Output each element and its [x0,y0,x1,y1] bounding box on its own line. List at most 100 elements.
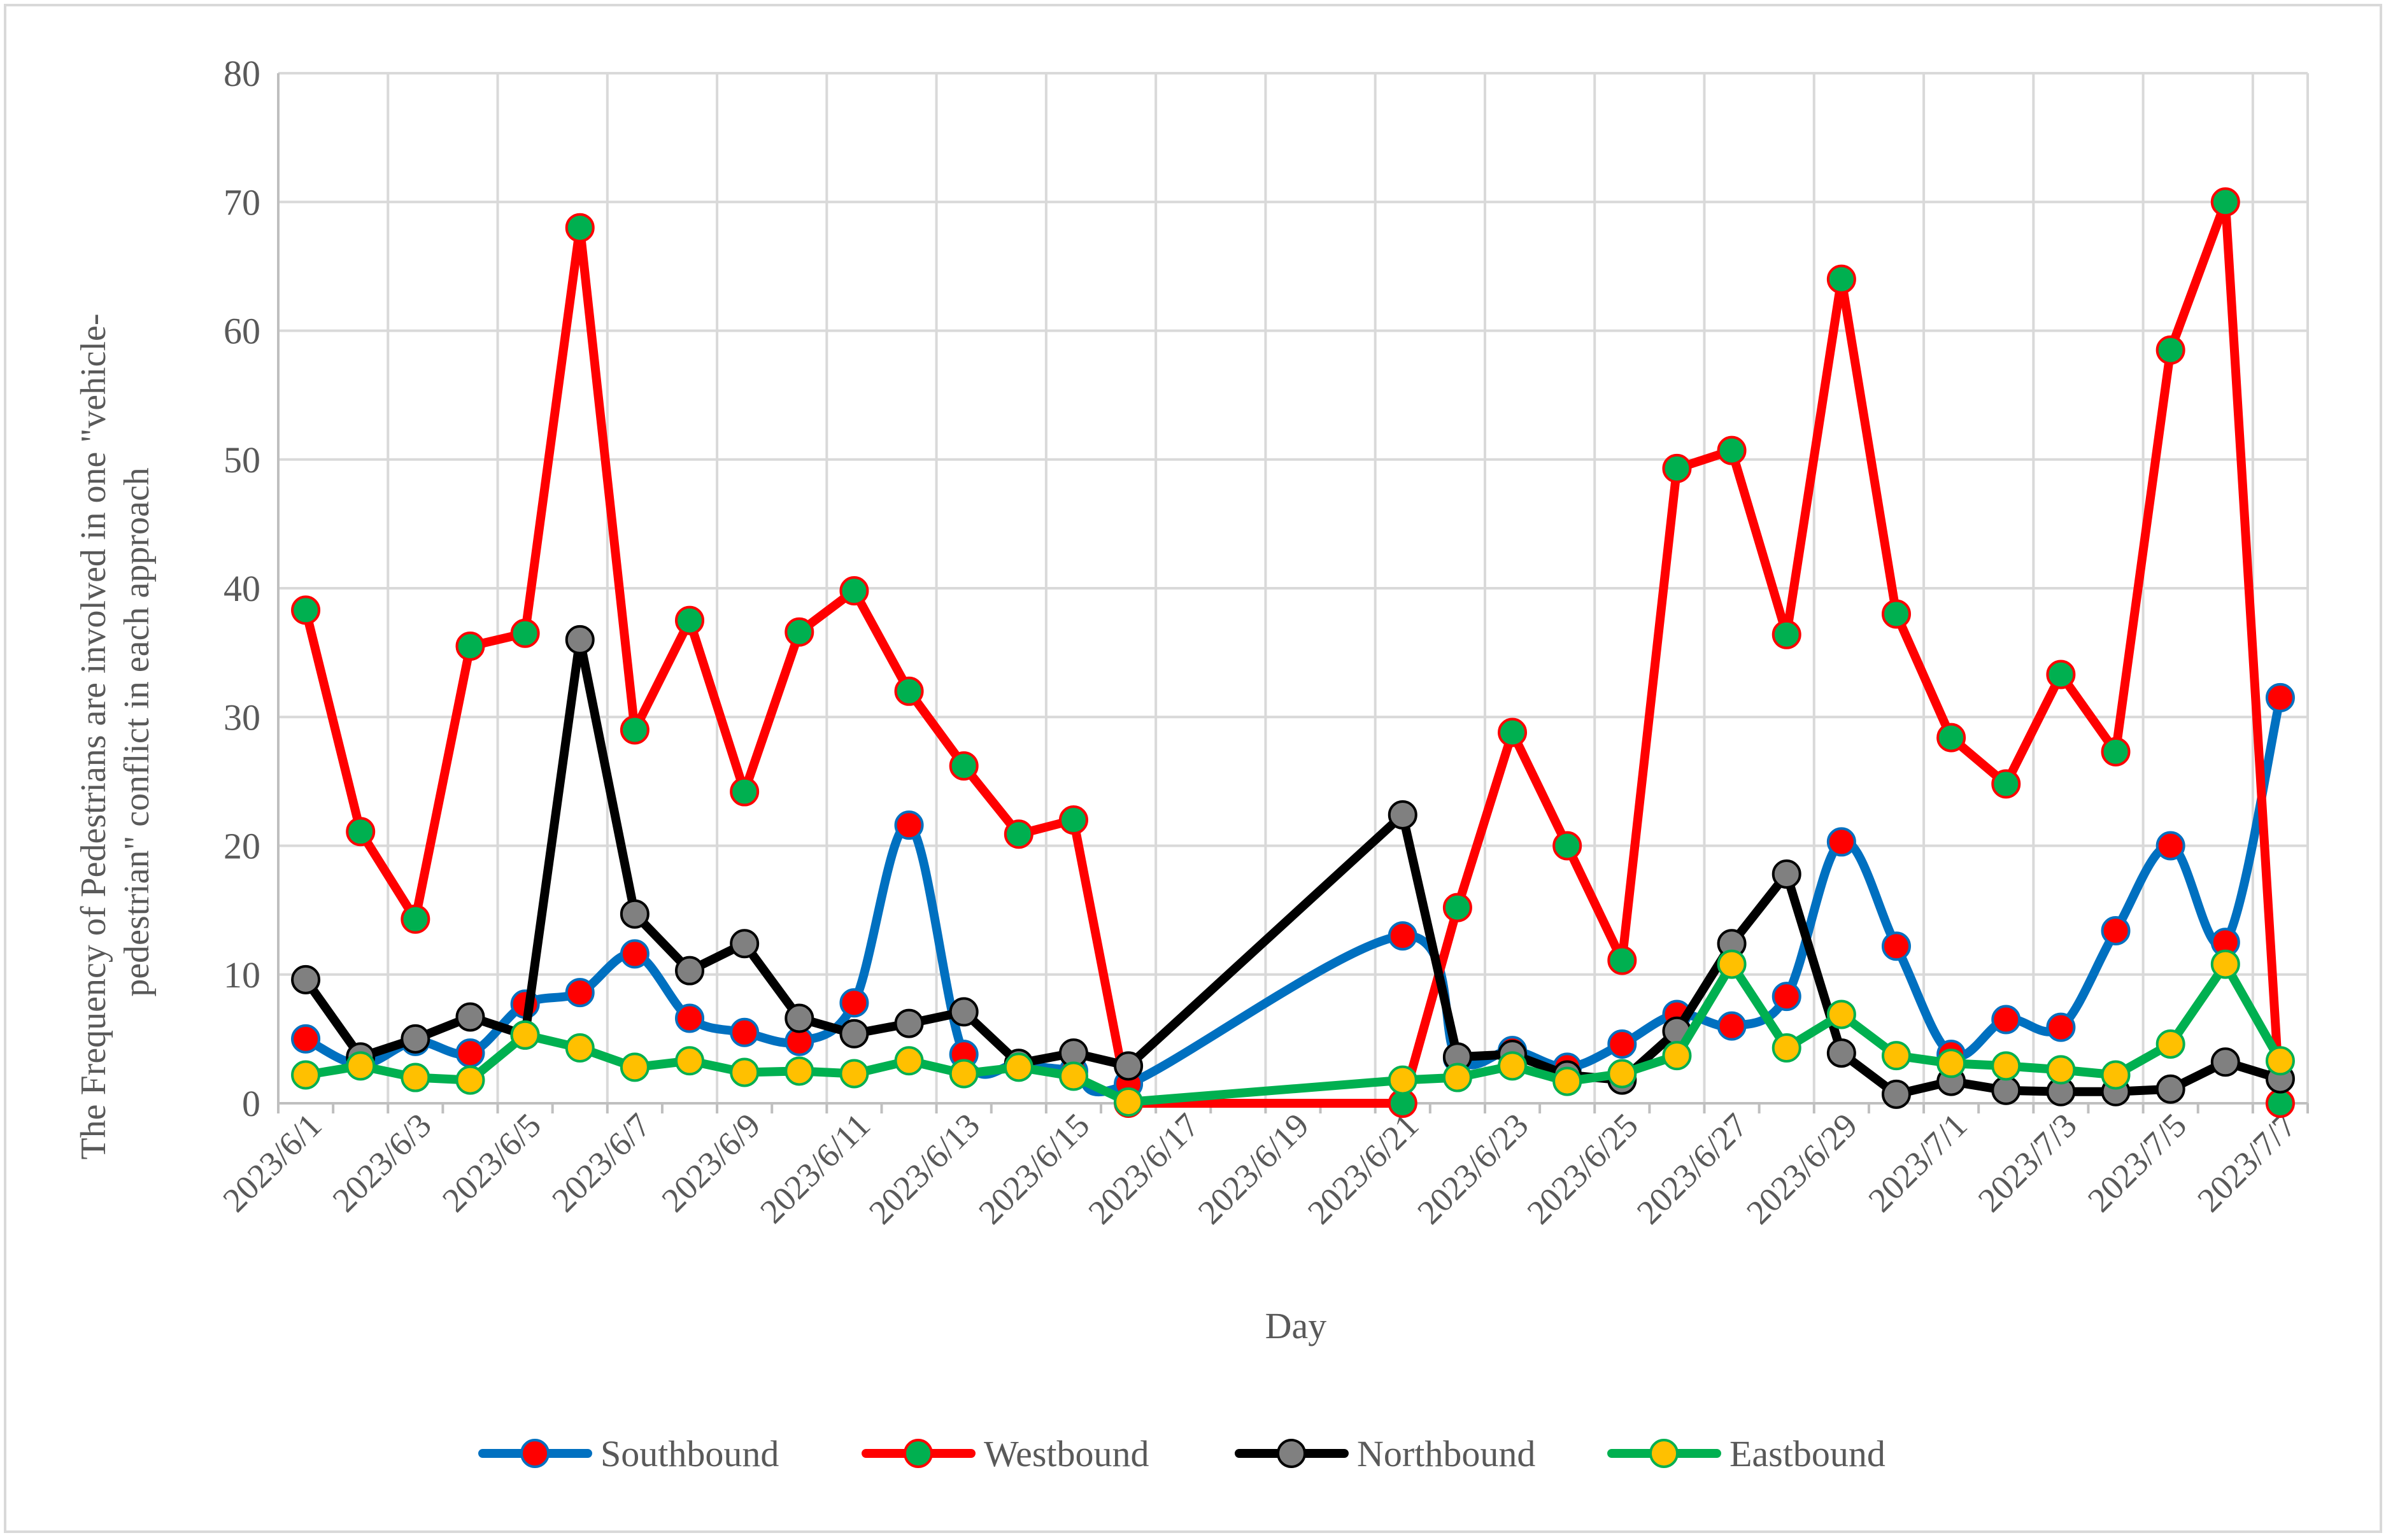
data-point [730,929,760,959]
data-point [675,956,705,985]
data-point [1881,1041,1911,1071]
data-point [1717,435,1747,465]
data-point [1388,800,1417,830]
data-point [1388,921,1417,951]
legend-label: Westbound [984,1433,1149,1474]
data-point [455,632,485,661]
data-point [1114,1087,1144,1117]
legend-swatch-marker [1277,1439,1306,1468]
data-point [839,576,869,606]
data-point [510,1020,540,1050]
data-point [2210,949,2240,979]
data-point [675,1003,705,1033]
data-point [839,1059,869,1089]
data-point [1442,893,1472,922]
data-point [346,817,376,847]
data-point [1552,1066,1582,1096]
data-point [401,1024,430,1054]
data-point [565,625,595,654]
data-point [620,1052,650,1082]
data-point [785,1003,814,1033]
data-point [1826,1000,1856,1029]
data-point [2155,831,2185,861]
data-point [949,1059,979,1089]
data-point [455,1002,485,1032]
data-point [1826,1038,1856,1068]
y-axis-title-line-2: pedestrian" conflict in each approach [117,467,157,996]
gridlines [278,72,2309,1105]
data-point [1991,1005,2021,1035]
data-point [565,1033,595,1063]
data-point [291,1060,321,1090]
data-point [730,1017,760,1047]
data-point [675,605,705,635]
data-point [785,617,814,647]
data-point [1662,1041,1692,1071]
data-point [839,1019,869,1049]
legend-item-southbound: Southbound [478,1433,779,1474]
data-point [565,213,595,243]
data-point [894,1008,924,1038]
data-point [1552,831,1582,861]
data-point [1936,723,1966,752]
data-point [2155,335,2185,365]
y-axis-ticks: 0 10 20 30 40 50 60 70 80 [224,53,260,1124]
data-point [2210,187,2240,217]
data-point [2155,1074,2185,1104]
legend-swatch-marker [904,1439,933,1468]
data-point [2101,915,2131,945]
data-point [894,1046,924,1076]
legend-swatch-marker [1649,1439,1679,1468]
data-point [1772,1033,1801,1063]
data-point [839,988,869,1018]
data-point [2265,1089,2295,1118]
data-point [1607,945,1637,975]
data-point [1881,599,1911,629]
series-layer [291,187,2295,1118]
data-point [1772,982,1801,1012]
y-tick-label: 40 [224,568,260,609]
data-point [1498,1051,1528,1081]
y-tick-label: 30 [224,696,260,738]
data-point [2210,1047,2240,1077]
data-point [565,978,595,1008]
data-point [1826,264,1856,294]
y-axis-title: The Frequency of Pedestrians are involve… [74,304,157,1159]
data-point [1058,1061,1088,1091]
data-point [894,676,924,706]
series-westbound [291,187,2295,1118]
data-point [1662,453,1692,483]
data-point [620,715,650,745]
legend-label: Southbound [600,1433,779,1474]
y-tick-label: 50 [224,439,260,481]
series-eastbound [291,949,2295,1117]
x-axis-title: Day [1265,1305,1327,1346]
data-point [785,1056,814,1086]
data-point [2265,1046,2295,1076]
data-point [1772,859,1801,889]
data-point [1772,619,1801,649]
data-point [1607,1059,1637,1089]
data-point [1717,949,1747,979]
data-point [1607,1029,1637,1059]
data-point [1498,717,1528,747]
y-tick-label: 60 [224,311,260,352]
data-point [1881,1079,1911,1109]
data-point [1114,1051,1144,1081]
data-point [1004,1052,1033,1082]
data-point [2046,660,2076,689]
y-tick-label: 70 [224,181,260,223]
y-tick-label: 0 [242,1083,260,1124]
data-point [620,899,650,929]
data-point [455,1038,485,1068]
legend-item-westbound: Westbound [862,1433,1149,1474]
data-point [2155,1029,2185,1059]
data-point [1717,1011,1747,1041]
legend-label: Northbound [1357,1433,1535,1474]
y-tick-label: 80 [224,53,260,94]
y-axis-title-line-1: The Frequency of Pedestrians are involve… [74,313,113,1159]
data-point [291,1024,321,1054]
legend-swatch-marker [520,1439,550,1468]
data-point [675,1046,705,1076]
